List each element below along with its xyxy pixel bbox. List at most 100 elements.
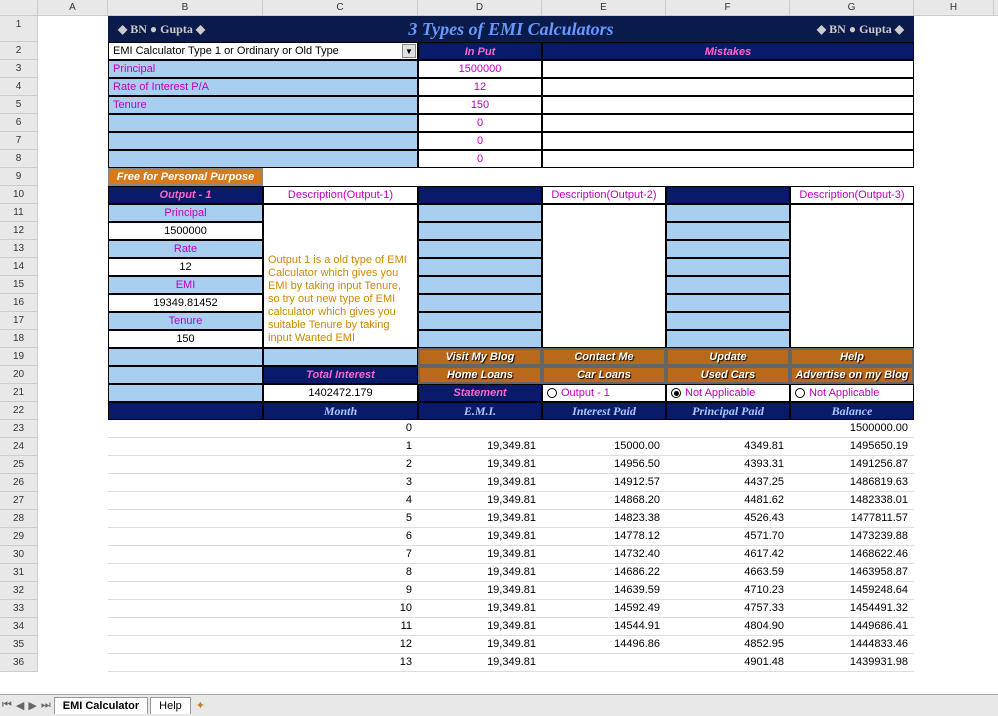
radio-not-applicable-1[interactable]: Not Applicable <box>666 384 790 402</box>
output3-header <box>666 186 790 204</box>
table-cell: 19,349.81 <box>418 438 542 456</box>
calculator-type-dropdown[interactable]: EMI Calculator Type 1 or Ordinary or Old… <box>108 42 418 60</box>
row-header-31[interactable]: 31 <box>0 564 38 582</box>
row-header-5[interactable]: 5 <box>0 96 38 114</box>
tab-nav-prev-icon[interactable]: ◀ <box>14 699 26 712</box>
input-value[interactable]: 12 <box>418 78 542 96</box>
row-header-11[interactable]: 11 <box>0 204 38 222</box>
table-row[interactable]: 1219,349.8114496.864852.951444833.46 <box>108 636 914 654</box>
table-row[interactable]: 119,349.8115000.004349.811495650.19 <box>108 438 914 456</box>
row-header-23[interactable]: 23 <box>0 420 38 438</box>
contact-me-button[interactable]: Contact Me <box>542 348 666 366</box>
row-header-12[interactable]: 12 <box>0 222 38 240</box>
row-header-29[interactable]: 29 <box>0 528 38 546</box>
col-G[interactable]: G <box>790 0 914 15</box>
table-row[interactable]: 719,349.8114732.404617.421468622.46 <box>108 546 914 564</box>
row-header-36[interactable]: 36 <box>0 654 38 672</box>
col-H[interactable]: H <box>914 0 994 15</box>
col-F[interactable]: F <box>666 0 790 15</box>
table-row[interactable]: 1319,349.814901.481439931.98 <box>108 654 914 672</box>
row-header-24[interactable]: 24 <box>0 438 38 456</box>
car-loans-button[interactable]: Car Loans <box>542 366 666 384</box>
table-row[interactable]: 519,349.8114823.384526.431477811.57 <box>108 510 914 528</box>
radio-not-applicable-2[interactable]: Not Applicable <box>790 384 914 402</box>
row-header-17[interactable]: 17 <box>0 312 38 330</box>
table-cell: 1482338.01 <box>790 492 914 510</box>
desc2-header: Description(Output-2) <box>542 186 666 204</box>
free-badge: Free for Personal Purpose <box>108 168 263 186</box>
col-B[interactable]: B <box>108 0 263 15</box>
row-header-4[interactable]: 4 <box>0 78 38 96</box>
row-header-9[interactable]: 9 <box>0 168 38 186</box>
row-header-21[interactable]: 21 <box>0 384 38 402</box>
row-header-35[interactable]: 35 <box>0 636 38 654</box>
table-cell: 14823.38 <box>542 510 666 528</box>
row-header-33[interactable]: 33 <box>0 600 38 618</box>
row-header-7[interactable]: 7 <box>0 132 38 150</box>
used-cars-button[interactable]: Used Cars <box>666 366 790 384</box>
table-row[interactable]: 319,349.8114912.574437.251486819.63 <box>108 474 914 492</box>
row-header-15[interactable]: 15 <box>0 276 38 294</box>
row-header-34[interactable]: 34 <box>0 618 38 636</box>
table-cell: 19,349.81 <box>418 564 542 582</box>
row-header-27[interactable]: 27 <box>0 492 38 510</box>
table-row[interactable]: 01500000.00 <box>108 420 914 438</box>
input-label <box>108 132 418 150</box>
row-header-19[interactable]: 19 <box>0 348 38 366</box>
tab-nav-first-icon[interactable]: ⏮ <box>0 699 14 712</box>
radio-output1[interactable]: Output - 1 <box>542 384 666 402</box>
input-value[interactable]: 0 <box>418 150 542 168</box>
mistakes-cell <box>542 96 914 114</box>
visit-blog-button[interactable]: Visit My Blog <box>418 348 542 366</box>
help-button[interactable]: Help <box>790 348 914 366</box>
input-value[interactable]: 0 <box>418 132 542 150</box>
table-cell: 19,349.81 <box>418 600 542 618</box>
table-cell: 1 <box>263 438 418 456</box>
table-row[interactable]: 819,349.8114686.224663.591463958.87 <box>108 564 914 582</box>
table-row[interactable]: 619,349.8114778.124571.701473239.88 <box>108 528 914 546</box>
row-header-30[interactable]: 30 <box>0 546 38 564</box>
table-row[interactable]: 219,349.8114956.504393.311491256.87 <box>108 456 914 474</box>
table-cell: 5 <box>263 510 418 528</box>
row-header-13[interactable]: 13 <box>0 240 38 258</box>
row-header-28[interactable]: 28 <box>0 510 38 528</box>
update-button[interactable]: Update <box>666 348 790 366</box>
table-row[interactable]: 1019,349.8114592.494757.331454491.32 <box>108 600 914 618</box>
table-row[interactable]: 1119,349.8114544.914804.901449686.41 <box>108 618 914 636</box>
advertise-button[interactable]: Advertise on my Blog <box>790 366 914 384</box>
row-header-2[interactable]: 2 <box>0 42 38 60</box>
row-header-18[interactable]: 18 <box>0 330 38 348</box>
row-header-10[interactable]: 10 <box>0 186 38 204</box>
row-header-8[interactable]: 8 <box>0 150 38 168</box>
col-A[interactable]: A <box>38 0 108 15</box>
sheet-tab-help[interactable]: Help <box>150 697 191 714</box>
col-C[interactable]: C <box>263 0 418 15</box>
input-value[interactable]: 0 <box>418 114 542 132</box>
tab-nav-last-icon[interactable]: ⏭ <box>39 699 53 712</box>
home-loans-button[interactable]: Home Loans <box>418 366 542 384</box>
tab-nav-next-icon[interactable]: ▶ <box>26 699 38 712</box>
row-header-6[interactable]: 6 <box>0 114 38 132</box>
table-row[interactable]: 419,349.8114868.204481.621482338.01 <box>108 492 914 510</box>
row-header-20[interactable]: 20 <box>0 366 38 384</box>
row-header-32[interactable]: 32 <box>0 582 38 600</box>
table-cell: 4437.25 <box>666 474 790 492</box>
row-header-26[interactable]: 26 <box>0 474 38 492</box>
row-header-22[interactable]: 22 <box>0 402 38 420</box>
chevron-down-icon[interactable]: ▼ <box>402 44 416 58</box>
input-value[interactable]: 150 <box>418 96 542 114</box>
output-value: 150 <box>108 330 263 348</box>
tab-options-icon[interactable]: ✦ <box>196 699 205 712</box>
table-row[interactable]: 919,349.8114639.594710.231459248.64 <box>108 582 914 600</box>
row-header-1[interactable]: 1 <box>0 16 38 42</box>
table-cell: 4481.62 <box>666 492 790 510</box>
col-E[interactable]: E <box>542 0 666 15</box>
table-cell: 1477811.57 <box>790 510 914 528</box>
input-value[interactable]: 1500000 <box>418 60 542 78</box>
row-header-25[interactable]: 25 <box>0 456 38 474</box>
row-header-3[interactable]: 3 <box>0 60 38 78</box>
row-header-14[interactable]: 14 <box>0 258 38 276</box>
sheet-tab-emi[interactable]: EMI Calculator <box>54 697 148 714</box>
col-D[interactable]: D <box>418 0 542 15</box>
row-header-16[interactable]: 16 <box>0 294 38 312</box>
